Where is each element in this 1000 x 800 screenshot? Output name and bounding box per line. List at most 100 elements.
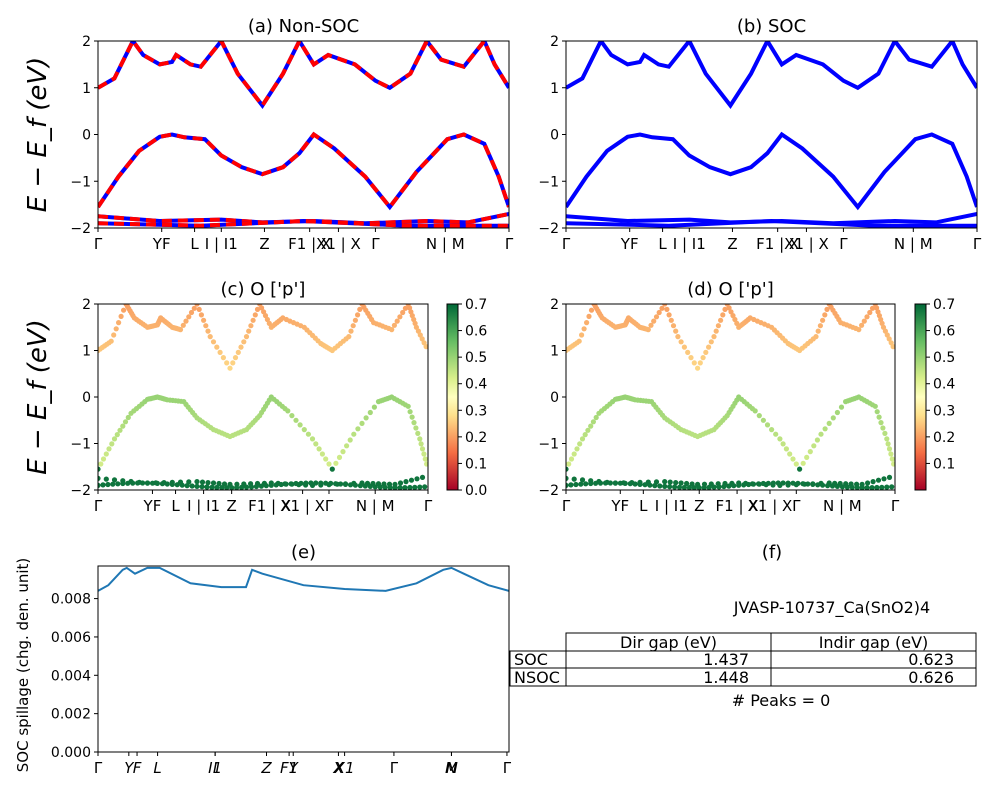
scatter-point <box>612 480 619 486</box>
scatter-point <box>716 484 722 490</box>
panel-title: (b) SOC <box>737 16 806 37</box>
scatter-point <box>886 446 893 452</box>
scatter-point <box>881 476 887 482</box>
scatter-point <box>259 305 265 311</box>
scatter-point <box>770 480 776 486</box>
scatter-point <box>118 313 124 319</box>
plot-area <box>566 41 977 228</box>
scatter-point <box>397 314 403 320</box>
scatter-point <box>316 446 322 452</box>
scatter-point <box>756 413 762 419</box>
scatter-point <box>397 485 403 490</box>
scatter-point <box>876 414 882 420</box>
scatter-point <box>422 456 428 462</box>
x-tick-label: I | I1 <box>655 497 688 515</box>
scatter-point <box>98 475 101 481</box>
scatter-point <box>685 349 691 355</box>
scatter-point <box>243 484 250 490</box>
scatter-point <box>400 309 406 316</box>
y-tick-label: 0.006 <box>51 630 91 646</box>
panel-f: (f) JVASP-10737_Ca(SnO2)4 Dir gap (eV) Indi… <box>509 542 977 710</box>
y-tick-label: 0 <box>550 390 559 406</box>
x-tick-label: X1 <box>334 759 355 777</box>
scatter-point <box>790 456 796 462</box>
colorbar-tick-label: 0.4 <box>933 377 955 393</box>
scatter-point <box>367 483 373 489</box>
band-line-deep-dashed <box>98 218 509 228</box>
scatter-point <box>319 451 325 457</box>
scatter-point <box>780 480 786 486</box>
scatter-point <box>258 483 264 489</box>
scatter-point <box>183 318 189 324</box>
y-tick-label: 2 <box>550 297 559 313</box>
scatter-point <box>785 480 791 486</box>
scatter-point <box>407 409 413 415</box>
scatter-point <box>826 420 832 426</box>
x-tick-label: Γ <box>424 497 433 515</box>
scatter-point <box>205 328 211 334</box>
table-cell: 1.437 <box>703 650 749 669</box>
scatter-point <box>415 430 421 436</box>
scatter-point <box>214 484 220 490</box>
table-cell: 0.623 <box>908 650 954 669</box>
scatter-point <box>323 456 329 462</box>
scatter-point <box>579 477 586 483</box>
colorbar-gradient <box>446 303 459 491</box>
scatter-point <box>371 404 377 410</box>
scatter-point <box>278 481 284 488</box>
scatter-point <box>407 484 413 490</box>
scatter-point <box>232 355 239 361</box>
y-axis-label: SOC spillage (chg. den. unit) <box>14 558 32 773</box>
scatter-point <box>328 480 334 486</box>
x-tick-label: Γ <box>562 497 571 515</box>
scatter-point <box>691 485 697 490</box>
scatter-point <box>169 481 175 487</box>
scatter-point <box>731 483 737 489</box>
scatter-point <box>100 456 107 462</box>
scatter-point <box>238 344 244 350</box>
scatter-point <box>736 482 742 488</box>
scatter-point <box>800 481 806 487</box>
scatter-point <box>834 409 841 416</box>
scatter-point <box>573 481 579 488</box>
axes-frame <box>565 303 896 491</box>
scatter-point <box>695 365 701 371</box>
x-tick-label: F <box>133 759 142 777</box>
axes-frame <box>97 303 429 491</box>
scatter-point <box>769 427 775 433</box>
scatter-point <box>217 349 223 355</box>
scatter-point <box>718 317 724 323</box>
scatter-point <box>362 483 368 489</box>
scatter-point <box>377 484 383 490</box>
scatter-point <box>254 306 261 312</box>
scatter-point <box>111 436 118 442</box>
scatter-point <box>874 305 880 311</box>
scatter-point <box>355 426 361 432</box>
y-tick-label: −2 <box>538 221 559 237</box>
scatter-point <box>116 320 122 326</box>
material-label: JVASP-10737_Ca(SnO2)4 <box>733 598 930 618</box>
y-tick-label: 2 <box>550 34 559 50</box>
scatter-point <box>882 430 888 436</box>
band-line-dashed-0 <box>98 131 509 211</box>
scatter-point <box>342 481 349 487</box>
scatter-point <box>397 480 404 486</box>
scatter-point <box>106 446 112 452</box>
scatter-point <box>412 484 418 490</box>
scatter-point <box>571 476 577 482</box>
x-tick-label: Γ <box>973 235 982 253</box>
scatter-point <box>653 314 660 320</box>
scatter-point <box>859 322 865 328</box>
scatter-point <box>264 316 270 323</box>
scatter-point <box>726 305 732 311</box>
x-tick-label: N <box>446 759 457 777</box>
colorbar-gradient <box>914 303 927 491</box>
scatter-point <box>807 449 813 455</box>
scatter-point <box>878 420 884 426</box>
scatter-point <box>849 484 855 490</box>
scatter-point <box>844 484 850 490</box>
scatter-point <box>246 328 252 334</box>
scatter-point <box>417 436 423 442</box>
x-tick-label: N | M <box>426 235 465 253</box>
scatter-point <box>886 336 892 342</box>
